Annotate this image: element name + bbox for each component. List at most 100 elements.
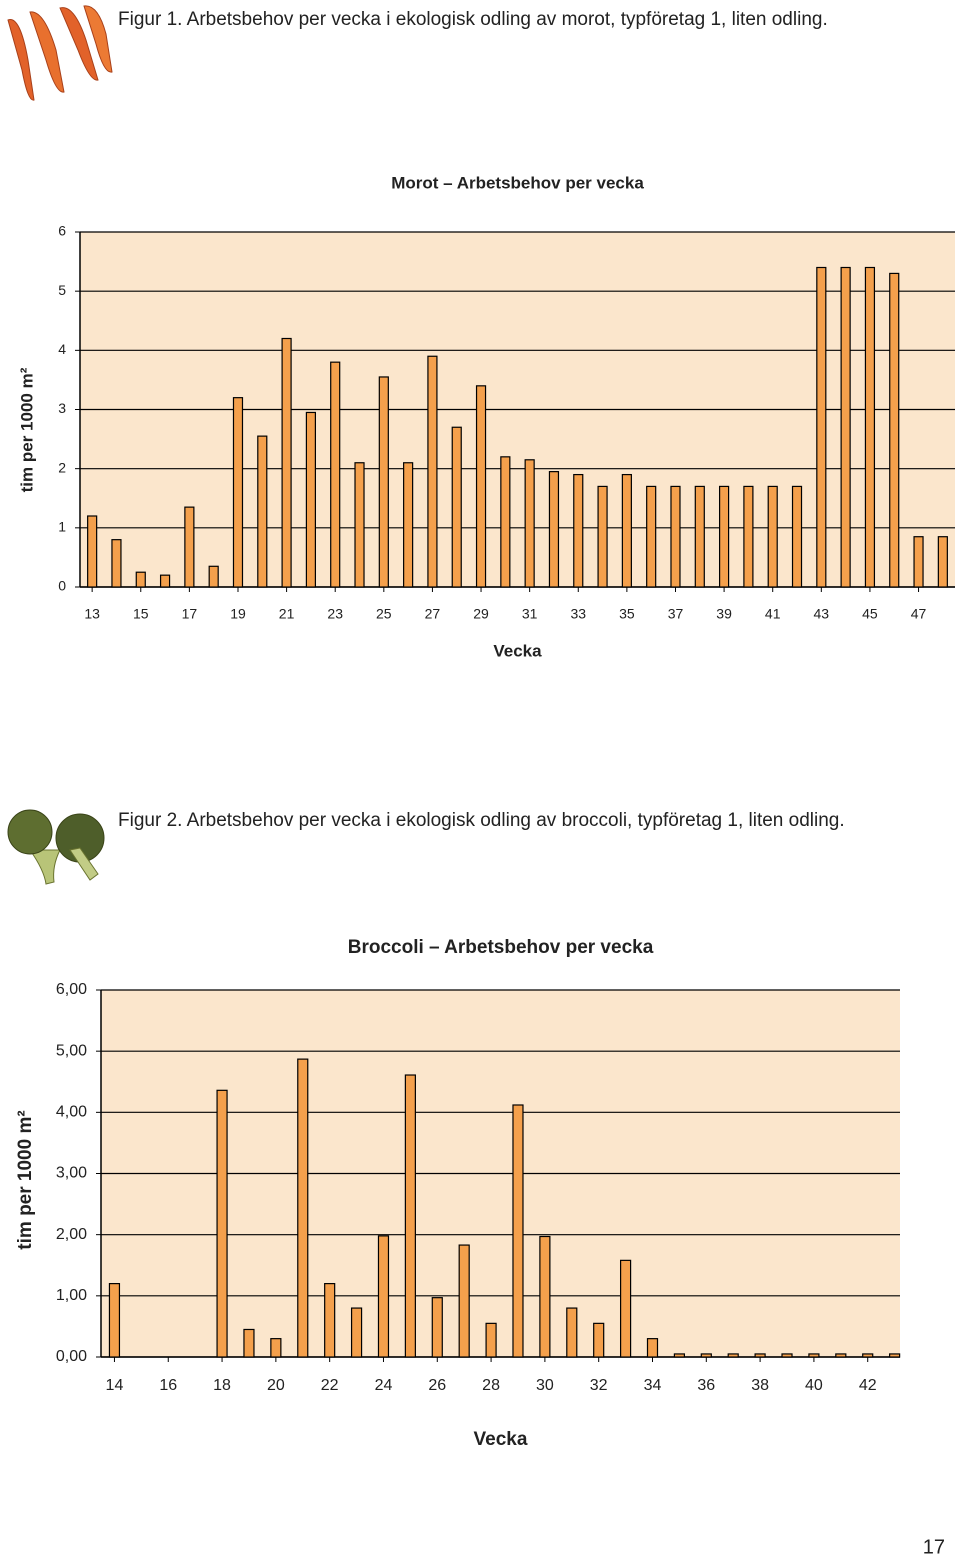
x-tick-label: 28 — [482, 1377, 500, 1394]
x-tick-label: 16 — [159, 1377, 177, 1394]
y-tick-label: 6 — [58, 223, 66, 239]
bar — [403, 462, 414, 588]
bar — [404, 1074, 416, 1358]
bar — [593, 1322, 605, 1358]
bar — [305, 411, 317, 588]
bar — [135, 571, 146, 588]
bar — [808, 1353, 820, 1358]
x-tick-label: 32 — [590, 1377, 608, 1394]
bar — [646, 1338, 659, 1358]
bar — [281, 337, 292, 588]
y-tick-label: 1 — [58, 519, 66, 535]
y-tick-label: 6,00 — [56, 981, 87, 998]
bar — [673, 1353, 686, 1358]
bar — [862, 1353, 874, 1358]
carrot-icon — [7, 5, 113, 101]
x-tick-label: 45 — [862, 606, 878, 622]
bar — [840, 266, 851, 588]
chart-title: Broccoli – Arbetsbehov per vecka — [348, 937, 654, 958]
x-tick-label: 24 — [375, 1377, 393, 1394]
bar — [700, 1353, 712, 1358]
bar — [159, 574, 171, 588]
bar — [621, 473, 632, 588]
y-tick-label: 3 — [58, 400, 66, 416]
x-tick-label: 40 — [805, 1377, 823, 1394]
bar — [354, 462, 365, 588]
x-tick-label: 26 — [428, 1377, 446, 1394]
x-tick-label: 21 — [279, 606, 295, 622]
x-tick-label: 36 — [697, 1377, 715, 1394]
x-tick-label: 20 — [267, 1377, 285, 1394]
bar — [500, 456, 511, 588]
bar — [718, 485, 730, 588]
bar — [781, 1353, 793, 1358]
x-tick-label: 18 — [213, 1377, 231, 1394]
x-tick-label: 41 — [765, 606, 781, 622]
x-axis-title: Vecka — [493, 641, 542, 660]
bar — [835, 1353, 847, 1358]
x-tick-label: 31 — [522, 606, 538, 622]
y-tick-label: 0 — [58, 578, 66, 594]
bar — [475, 385, 487, 588]
x-tick-label: 43 — [814, 606, 830, 622]
bar — [548, 471, 560, 588]
bar — [216, 1089, 228, 1358]
bar — [539, 1235, 551, 1358]
y-tick-label: 1,00 — [56, 1287, 87, 1304]
y-tick-label: 2,00 — [56, 1226, 87, 1243]
broccoli-icon — [7, 809, 105, 885]
bar — [816, 266, 827, 588]
bar — [889, 1353, 901, 1358]
bar — [597, 485, 608, 588]
bar — [330, 361, 341, 588]
caption: Figur 2. Arbetsbehov per vecka i ekologi… — [118, 810, 845, 831]
bar — [767, 485, 778, 588]
bar — [754, 1353, 766, 1358]
bar — [889, 272, 900, 588]
x-tick-label: 47 — [911, 606, 927, 622]
y-tick-label: 0,00 — [56, 1348, 87, 1365]
bar — [619, 1259, 632, 1358]
bar — [297, 1058, 309, 1358]
caption: Figur 1. Arbetsbehov per vecka i ekologi… — [118, 9, 828, 30]
bar — [566, 1307, 578, 1358]
x-tick-label: 17 — [182, 606, 198, 622]
y-tick-label: 5,00 — [56, 1042, 87, 1059]
bar — [512, 1104, 524, 1358]
x-tick-label: 33 — [570, 606, 586, 622]
x-tick-label: 42 — [859, 1377, 877, 1394]
bar — [573, 473, 584, 588]
bar — [913, 536, 924, 588]
bar — [743, 485, 754, 588]
page-number: 17 — [923, 1536, 945, 1558]
bar — [727, 1353, 739, 1358]
bar — [377, 1235, 390, 1358]
x-tick-label: 38 — [751, 1377, 769, 1394]
x-tick-label: 22 — [321, 1377, 339, 1394]
x-tick-label: 19 — [230, 606, 246, 622]
bar — [485, 1322, 497, 1358]
y-tick-label: 4 — [58, 341, 66, 357]
x-tick-label: 29 — [473, 606, 489, 622]
bar — [324, 1282, 336, 1358]
bar — [87, 515, 98, 588]
bar — [270, 1338, 282, 1358]
bar — [431, 1297, 443, 1358]
bar — [937, 536, 948, 588]
bar — [694, 485, 705, 588]
x-tick-label: 34 — [644, 1377, 662, 1394]
bar — [646, 485, 657, 588]
y-axis-title: tim per 1000 m² — [17, 367, 36, 492]
bar — [184, 506, 195, 588]
bar — [111, 539, 122, 588]
bar — [350, 1307, 363, 1358]
bar — [208, 565, 219, 588]
bar — [524, 459, 535, 588]
y-axis-title: tim per 1000 m² — [15, 1110, 36, 1249]
bar — [257, 435, 268, 588]
x-tick-label: 14 — [106, 1377, 124, 1394]
chart-title: Morot – Arbetsbehov per vecka — [391, 173, 644, 192]
y-tick-label: 3,00 — [56, 1165, 87, 1182]
bar — [427, 355, 438, 588]
x-tick-label: 37 — [668, 606, 684, 622]
